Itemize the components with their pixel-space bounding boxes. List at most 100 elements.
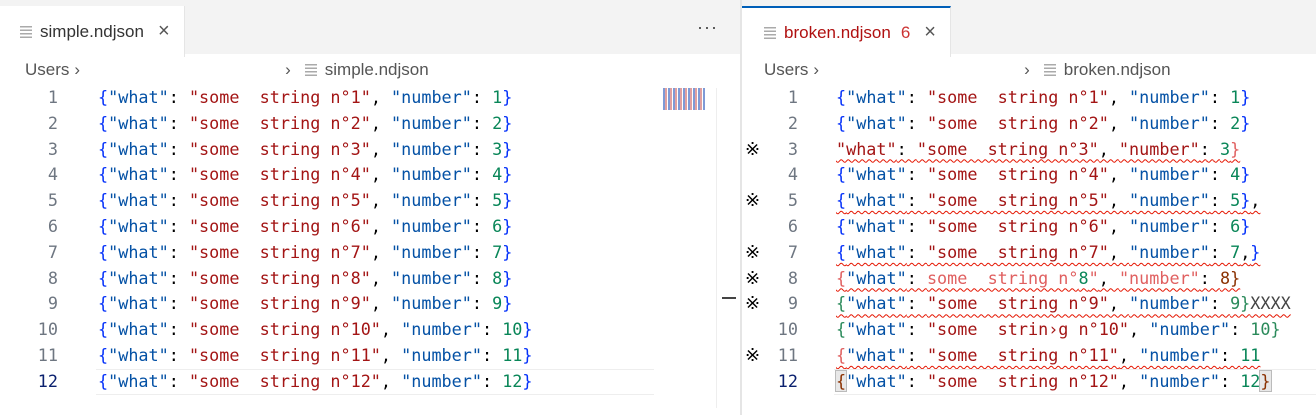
token: "number" xyxy=(391,112,472,133)
token: , xyxy=(1118,370,1140,391)
code-line[interactable]: 11 {"what": "some string n°11", "number":… xyxy=(0,343,740,369)
token: , xyxy=(1108,190,1130,211)
close-icon[interactable]: × xyxy=(924,21,936,43)
current-line-highlight xyxy=(96,368,654,395)
breadcrumb: Users › › simple.ndjson xyxy=(25,58,740,82)
token: : xyxy=(481,344,503,365)
token: : xyxy=(906,267,927,288)
token: : xyxy=(1219,344,1241,365)
breadcrumb: Users › › broken.ndjson xyxy=(764,58,1316,82)
code-line[interactable]: 4 {"what": "some string n°4", "number": 4… xyxy=(0,162,740,188)
code-line[interactable]: 12 {"what": "some string n°12", "number":… xyxy=(0,368,740,395)
code-line[interactable]: ※ 9 {"what": "some string n°9", "number": … xyxy=(742,291,1316,317)
line-text: {"what": "some string n°6", "number": 6} xyxy=(836,214,1250,240)
code-line[interactable]: 9 {"what": "some string n°9", "number": 9… xyxy=(0,291,740,317)
token: "number" xyxy=(391,190,472,211)
error-marker-icon[interactable]: ※ xyxy=(745,241,761,263)
token: : xyxy=(471,293,493,314)
code-line[interactable]: 2 {"what": "some string n°2", "number": 2… xyxy=(742,111,1316,137)
token: { xyxy=(836,164,847,185)
token: "some string n°1" xyxy=(188,87,371,107)
token: 8 xyxy=(492,267,503,288)
code-line[interactable]: 6 {"what": "some string n°6", "number": 6… xyxy=(742,214,1316,240)
token: : xyxy=(471,241,493,262)
code-line[interactable]: 3 {"what": "some string n°3", "number": 3… xyxy=(0,137,740,163)
token: , xyxy=(370,241,392,262)
breadcrumb-root[interactable]: Users xyxy=(764,60,809,79)
code-line[interactable]: ※ 8 {"what": some string n°8", "number": 8… xyxy=(742,266,1316,292)
tab-label: simple.ndjson xyxy=(40,21,144,41)
code-line[interactable]: ※ 5 {"what": "some string n°5", "number": … xyxy=(742,188,1316,214)
token: 3 xyxy=(1219,138,1231,159)
code-line[interactable]: 12 {"what": "some string n°12", "number":… xyxy=(742,368,1316,395)
token: : xyxy=(906,293,927,314)
error-marker-icon[interactable]: ※ xyxy=(745,190,761,212)
token: 5 xyxy=(492,190,503,211)
line-number: 2 xyxy=(47,112,58,133)
token: "some string n°3" xyxy=(188,138,371,159)
line-number: 10 xyxy=(777,319,798,340)
code-line[interactable]: 7 {"what": "some string n°7", "number": 7… xyxy=(0,240,740,266)
minimap[interactable] xyxy=(663,88,705,110)
line-text: {"what": "some string n°2", "number": 2} xyxy=(98,111,512,137)
token: "number" xyxy=(401,370,482,391)
code-line[interactable]: 4 {"what": "some string n°4", "number": 4… xyxy=(742,162,1316,188)
error-marker-icon[interactable]: ※ xyxy=(745,267,761,289)
code-line[interactable]: ※ 7 {"what": "some string n°7", "number": … xyxy=(742,240,1316,266)
token: : xyxy=(1209,87,1231,107)
breadcrumb-file[interactable]: broken.ndjson xyxy=(1063,60,1171,79)
token: { xyxy=(836,190,847,211)
token: : xyxy=(1219,370,1241,391)
line-number: 5 xyxy=(787,190,798,211)
breadcrumb-file[interactable]: simple.ndjson xyxy=(324,60,429,79)
token: , xyxy=(1240,241,1251,262)
code-line[interactable]: 8 {"what": "some string n°8", "number": 8… xyxy=(0,266,740,292)
line-text: {"what": "some string n°7", "number": 7} xyxy=(98,240,512,266)
code-line[interactable]: 2 {"what": "some string n°2", "number": 2… xyxy=(0,111,740,137)
token: } xyxy=(522,370,533,391)
token: "what" xyxy=(108,293,169,314)
code-line[interactable]: ※ 11 {"what": "some string n°11", "number"… xyxy=(742,343,1316,369)
token: "some string n°3" xyxy=(916,138,1099,159)
error-marker-icon[interactable]: ※ xyxy=(745,344,761,366)
line-number: 3 xyxy=(787,138,798,159)
token: : xyxy=(168,319,189,340)
breadcrumb-root[interactable]: Users xyxy=(25,60,70,79)
token: } xyxy=(522,344,533,365)
error-marker-icon[interactable]: ※ xyxy=(745,138,761,160)
more-actions-button[interactable]: ··· xyxy=(697,17,718,37)
code-line[interactable]: ※ 3 "what": "some string n°3", "number": 3… xyxy=(742,137,1316,163)
tab-simple-ndjson[interactable]: simple.ndjson × xyxy=(0,6,185,57)
line-number: 8 xyxy=(47,267,58,288)
problem-count-badge: 6 xyxy=(900,22,911,42)
file-lines-icon xyxy=(20,25,32,38)
token: : xyxy=(168,138,189,159)
line-number: 4 xyxy=(787,164,798,185)
tab-bar: simple.ndjson × ··· xyxy=(0,0,740,57)
error-marker-icon[interactable]: ※ xyxy=(745,293,761,315)
token: : xyxy=(1209,215,1231,236)
line-number: 10 xyxy=(37,319,58,340)
token: { xyxy=(836,267,847,288)
code-area[interactable]: 1 {"what": "some string n°1", "number": 1… xyxy=(0,85,740,395)
code-line[interactable]: 1 {"what": "some string n°1", "number": 1… xyxy=(742,85,1316,111)
token: "some string n°5" xyxy=(188,190,371,211)
token: : xyxy=(471,112,493,133)
code-line[interactable]: 6 {"what": "some string n°6", "number": 6… xyxy=(0,214,740,240)
code-area[interactable]: 1 {"what": "some string n°1", "number": 1… xyxy=(742,85,1316,395)
tab-broken-ndjson[interactable]: broken.ndjson 6 × xyxy=(742,6,951,57)
token: 10} xyxy=(1250,319,1281,340)
code-line[interactable]: 5 {"what": "some string n°5", "number": 5… xyxy=(0,188,740,214)
code-line[interactable]: 1 {"what": "some string n°1", "number": 1… xyxy=(0,85,740,111)
code-line[interactable]: 10 {"what": "some string n°10", "number":… xyxy=(0,317,740,343)
token: : xyxy=(906,319,927,340)
token: , xyxy=(1108,215,1130,236)
token: { xyxy=(836,344,847,365)
pane-divider[interactable] xyxy=(740,0,742,415)
close-icon[interactable]: × xyxy=(157,20,170,42)
line-text: {"what": "some string n°11", "number": 1… xyxy=(98,343,533,369)
token: : xyxy=(1209,164,1231,185)
scrollbar[interactable] xyxy=(716,88,740,408)
code-line[interactable]: 10 {"what": "some strin›g n°10", "number"… xyxy=(742,317,1316,343)
token: , xyxy=(1118,344,1140,365)
